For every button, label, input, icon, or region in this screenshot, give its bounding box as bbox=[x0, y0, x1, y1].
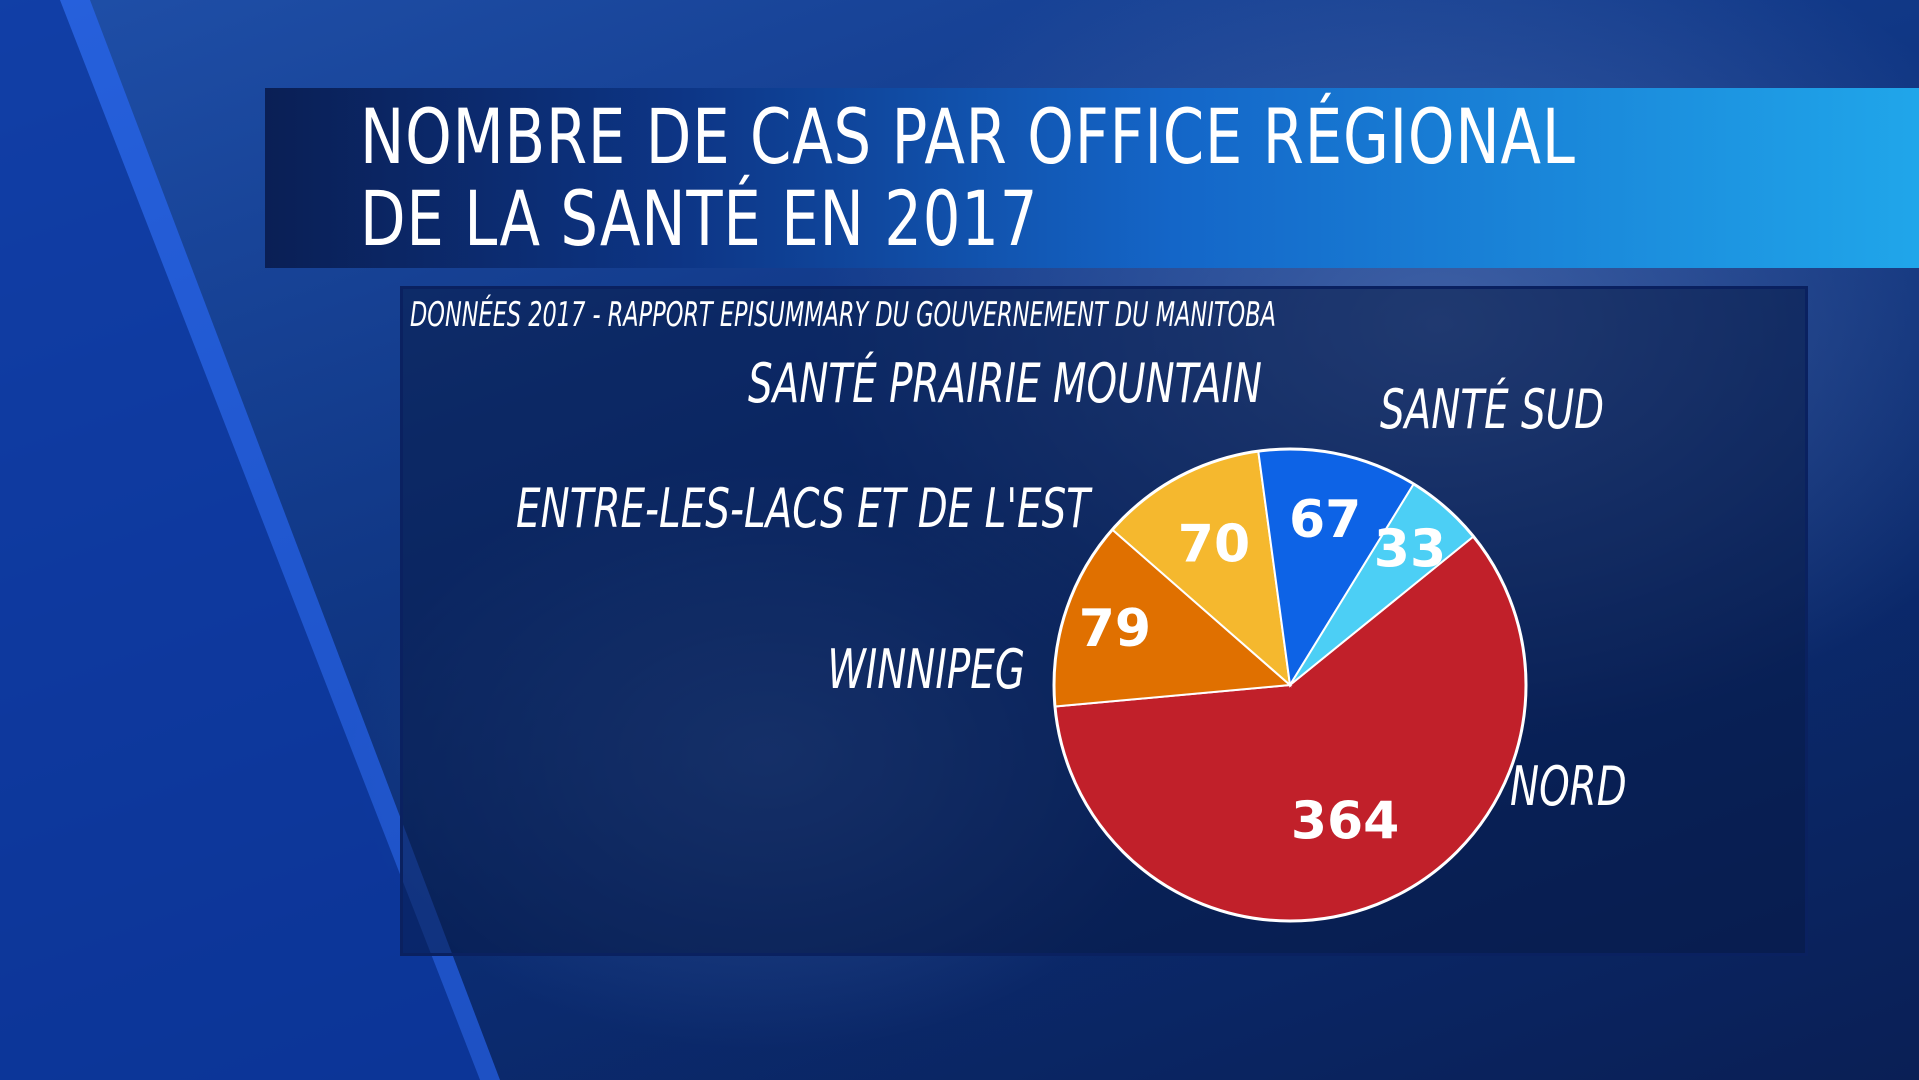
data-label-1: 364 bbox=[1291, 792, 1400, 852]
title-band bbox=[265, 88, 1919, 268]
chart-title: NOMBRE DE CAS PAR OFFICE RÉGIONAL DE LA … bbox=[360, 92, 1576, 263]
data-label-4: 67 bbox=[1289, 490, 1361, 550]
title-line-2: DE LA SANTÉ EN 2017 bbox=[360, 174, 1039, 263]
category-label-5: SANTÉ SUD bbox=[1380, 379, 1604, 442]
category-label-1: NORD bbox=[1510, 756, 1627, 819]
data-label-3: 70 bbox=[1178, 515, 1250, 575]
pie-outline bbox=[1052, 447, 1528, 923]
source-note: DONNÉES 2017 - RAPPORT EPISUMMARY DU GOU… bbox=[410, 295, 1276, 335]
data-label-2: 79 bbox=[1079, 599, 1151, 659]
data-label-5: 33 bbox=[1374, 520, 1446, 580]
title-line-1: NOMBRE DE CAS PAR OFFICE RÉGIONAL bbox=[360, 92, 1576, 181]
category-label-2: WINNIPEG bbox=[827, 639, 1025, 702]
category-label-3: ENTRE-LES-LACS ET DE L'EST bbox=[516, 478, 1093, 541]
category-label-4: SANTÉ PRAIRIE MOUNTAIN bbox=[748, 353, 1262, 416]
